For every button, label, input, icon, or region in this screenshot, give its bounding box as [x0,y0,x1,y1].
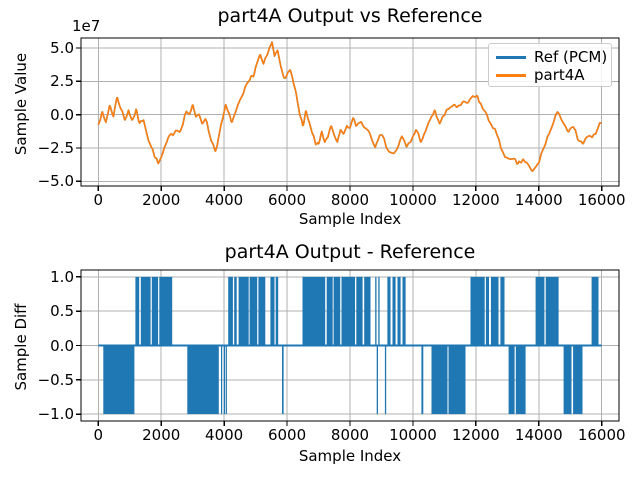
y-tick-label: −5.0 [37,172,74,191]
x-tick-label: 6000 [267,426,307,444]
x-tick-label: 8000 [330,426,370,444]
x-tick-label: 12000 [451,191,500,209]
legend-label-part4a: part4A [534,66,585,84]
x-tick-label: 16000 [577,191,626,209]
x-tick-label: 12000 [451,426,500,444]
x-tick-label: 4000 [205,426,244,444]
x-tick-label: 16000 [577,426,626,444]
x-tick-label: 0 [93,191,104,209]
x-tick-label: 14000 [514,191,563,209]
top-plot-area [76,37,620,191]
y-tick-label: −2.5 [37,139,74,157]
x-tick-label: 10000 [389,426,437,444]
x-tick-label: 14000 [514,426,563,444]
top-x-axis-label: Sample Index [298,210,402,228]
x-tick-label: 10000 [389,191,437,209]
y-tick-label: −1.0 [37,405,74,424]
legend-entry-part4a: part4A [496,66,611,84]
y-tick-label: 0.0 [50,105,74,124]
y-tick-label: −0.5 [37,370,74,389]
bottom-chart-title: part4A Output - Reference [224,241,476,263]
y-tick-label: 2.5 [50,72,74,91]
x-tick-label: 2000 [142,426,181,444]
y-tick-label: 0.0 [50,336,74,355]
y-axis-offset-text: 1e7 [72,17,101,35]
top-chart-title: part4A Output vs Reference [217,5,483,27]
legend-label-ref: Ref (PCM) [534,48,608,66]
y-tick-label: 0.5 [50,302,74,321]
x-tick-label: 0 [93,426,104,444]
legend-line-sample-ref-icon [496,55,526,59]
x-tick-label: 2000 [142,191,181,209]
x-tick-label: 8000 [330,191,370,209]
bottom-x-axis-label: Sample Index [298,447,402,465]
x-tick-label: 6000 [267,191,307,209]
y-tick-label: 5.0 [50,39,74,57]
x-tick-label: 4000 [205,191,244,209]
bottom-plot-area [76,269,620,426]
y-tick-label: 1.0 [50,267,74,286]
legend: Ref (PCM) part4A [488,43,612,87]
legend-line-sample-part4a-icon [496,73,526,77]
legend-entry-ref: Ref (PCM) [496,48,611,66]
